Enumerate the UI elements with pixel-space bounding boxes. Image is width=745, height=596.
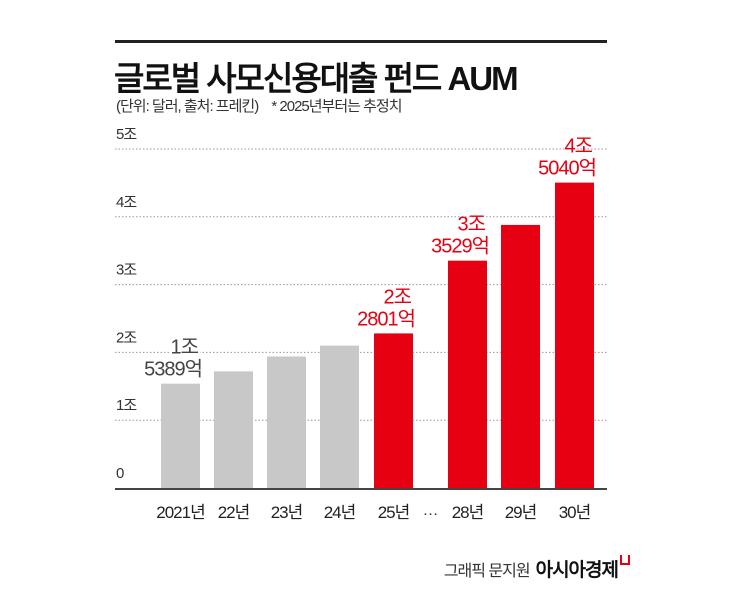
x-tick-label: 25년 <box>378 503 410 522</box>
credit: 그래픽 문지원 아시아경제 <box>444 555 630 582</box>
y-tick-label: 2조 <box>116 329 137 346</box>
data-label-hundred-million: 5040억 <box>538 157 596 180</box>
data-label-hundred-million: 3529억 <box>431 235 489 258</box>
estimate-note: * 2025년부터는 추정치 <box>271 98 402 115</box>
graphic-credit: 그래픽 문지원 <box>443 563 531 580</box>
unit-source: (단위: 달러, 출처: 프레킨) <box>116 98 259 115</box>
y-tick-label: 5조 <box>116 126 137 143</box>
x-tick-label: 22년 <box>218 503 250 522</box>
x-tick-label: 29년 <box>505 503 537 522</box>
y-tick-label: 1조 <box>116 397 137 414</box>
x-tick-label: 24년 <box>324 503 356 522</box>
top-rule <box>115 40 607 43</box>
chart-subtitle: (단위: 달러, 출처: 프레킨) * 2025년부터는 추정치 <box>116 95 412 116</box>
data-label-hundred-million: 2801억 <box>357 307 415 330</box>
x-tick-label: 28년 <box>452 503 484 522</box>
bar-24년 <box>320 345 359 488</box>
data-label-trillion: 1조 <box>170 337 198 359</box>
data-label-trillion: 4조 <box>564 136 592 158</box>
data-label-trillion: 2조 <box>383 286 411 308</box>
bar-25년 <box>374 333 413 488</box>
x-tick-label: 2021년 <box>156 503 204 522</box>
data-label-hundred-million: 5389억 <box>144 358 202 381</box>
y-tick-label: 0 <box>116 465 124 482</box>
bar-30년 <box>555 182 594 489</box>
brand-logo: 아시아경제 <box>535 560 619 581</box>
y-tick-label: 4조 <box>116 194 137 211</box>
data-label-trillion: 3조 <box>457 214 485 236</box>
y-tick-label: 3조 <box>116 262 137 279</box>
x-tick-label: 23년 <box>271 503 303 522</box>
chart-title: 글로벌 사모신용대출 펀드 AUM <box>114 60 519 97</box>
bar-2021년 <box>161 383 200 488</box>
axis-gap-label: … <box>423 502 439 519</box>
bar-22년 <box>214 371 253 488</box>
bar-28년 <box>448 260 487 488</box>
x-tick-label: 30년 <box>559 503 591 522</box>
brand-mark-icon <box>620 555 630 565</box>
bar-29년 <box>501 224 540 488</box>
bar-23년 <box>267 356 306 488</box>
